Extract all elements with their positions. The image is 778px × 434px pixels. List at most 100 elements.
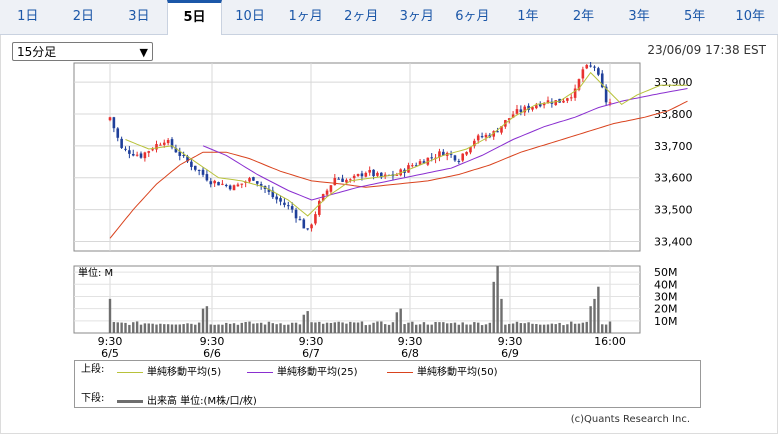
volume-bar (252, 323, 255, 333)
x-tick-date: 6/9 (501, 347, 519, 360)
volume-bar (461, 322, 464, 333)
candle-up (329, 185, 333, 192)
tab-6ヶ月[interactable]: 6ヶ月 (455, 9, 490, 24)
volume-bar (256, 323, 259, 333)
candle-down (186, 156, 189, 162)
volume-bar (511, 323, 515, 333)
volume-bar (112, 322, 116, 333)
candle-down (341, 178, 344, 182)
candle-down (597, 68, 600, 75)
volume-bar (225, 322, 228, 333)
candle-up (473, 140, 476, 147)
tab-1年[interactable]: 1年 (517, 9, 539, 24)
tab-3日[interactable]: 3日 (128, 9, 150, 24)
candle-up (352, 175, 356, 179)
volume-bar (194, 324, 197, 333)
candle-down (224, 184, 228, 186)
x-tick-time: 9:30 (498, 335, 523, 348)
volume-bar (577, 323, 581, 333)
volume-bar (306, 311, 309, 333)
candle-up (577, 79, 581, 90)
copyright: (c)Quants Research Inc. (570, 414, 690, 425)
candle-down (442, 151, 445, 156)
volume-bar (411, 321, 414, 333)
volume-tick-label: 30M (654, 290, 678, 303)
volume-bar (430, 324, 433, 333)
volume-tick-label: 10M (654, 315, 678, 328)
candle-down (372, 169, 375, 177)
volume-bar (383, 324, 387, 333)
tab-5年[interactable]: 5年 (683, 9, 706, 24)
candle-up (515, 109, 519, 114)
volume-bar (546, 324, 550, 333)
tab-3ヶ月[interactable]: 3ヶ月 (399, 9, 434, 24)
volume-bar (558, 322, 561, 333)
tab-2日[interactable]: 2日 (72, 9, 94, 24)
candle-up (569, 97, 573, 99)
volume-unit-label: 単位: M (78, 266, 113, 279)
candle-up (240, 183, 244, 185)
candle-up (562, 100, 565, 103)
interval-select[interactable]: 15分足 ▼ (12, 42, 153, 61)
candle-down (217, 182, 220, 186)
volume-bar (236, 324, 240, 333)
candle-up (232, 185, 236, 191)
volume-bar (593, 298, 596, 333)
candle-up (399, 169, 402, 176)
volume-bar (155, 324, 158, 333)
volume-bar (380, 321, 383, 333)
candle-up (507, 118, 511, 120)
volume-bar (515, 321, 519, 333)
volume-bar (387, 324, 391, 333)
volume-bar (314, 322, 317, 333)
volume-bar (240, 322, 243, 333)
candle-up (542, 103, 546, 106)
volume-bar (166, 324, 170, 333)
tab-10年[interactable]: 10年 (735, 9, 765, 24)
volume-bar (407, 322, 410, 333)
volume-bar (310, 322, 313, 333)
candle-down (480, 136, 484, 138)
volume-bar (163, 324, 166, 333)
tab-5日[interactable]: 5日 (166, 0, 223, 35)
volume-bar (116, 322, 119, 333)
candle-down (298, 219, 302, 221)
volume-bar (581, 322, 585, 333)
tab-10日[interactable]: 10日 (235, 9, 265, 24)
volume-bar (566, 324, 569, 333)
legend-lower-label: 下段: (81, 393, 105, 404)
tab-2ヶ月[interactable]: 2ヶ月 (344, 9, 379, 24)
ma50-line (109, 100, 688, 239)
volume-bar (283, 324, 286, 333)
tab-1日[interactable]: 1日 (17, 9, 39, 24)
volume-bar (170, 324, 174, 333)
volume-bar (473, 322, 476, 333)
candle-down (380, 172, 383, 178)
candle-up (585, 65, 589, 69)
volume-bar (442, 322, 445, 333)
volume-tick-label: 20M (654, 303, 678, 316)
volume-bar (562, 325, 565, 333)
volume-bar (259, 322, 263, 333)
price-tick-label: 33,900 (654, 76, 693, 89)
candle-up (155, 144, 158, 150)
volume-bar (465, 324, 468, 333)
candle-down (131, 153, 135, 156)
candle-down (294, 209, 298, 219)
volume-bar (271, 323, 274, 333)
candle-up (356, 173, 360, 177)
volume-bar (422, 322, 426, 333)
volume-bar (201, 308, 205, 333)
candle-up (407, 165, 410, 173)
x-tick-date: 6/5 (101, 347, 119, 360)
tab-3年[interactable]: 3年 (628, 9, 650, 24)
legend-volume-label: 出来高 単位:(M株/口/枚) (147, 396, 257, 407)
volume-bar (492, 281, 495, 333)
tab-1ヶ月[interactable]: 1ヶ月 (288, 9, 323, 24)
candle-down (600, 73, 604, 88)
candle-down (538, 104, 542, 107)
volume-bar (263, 324, 267, 333)
volume-bar (570, 321, 573, 333)
legend-ma50: 単純移動平均(50) (387, 363, 498, 378)
tab-2年[interactable]: 2年 (572, 9, 595, 24)
